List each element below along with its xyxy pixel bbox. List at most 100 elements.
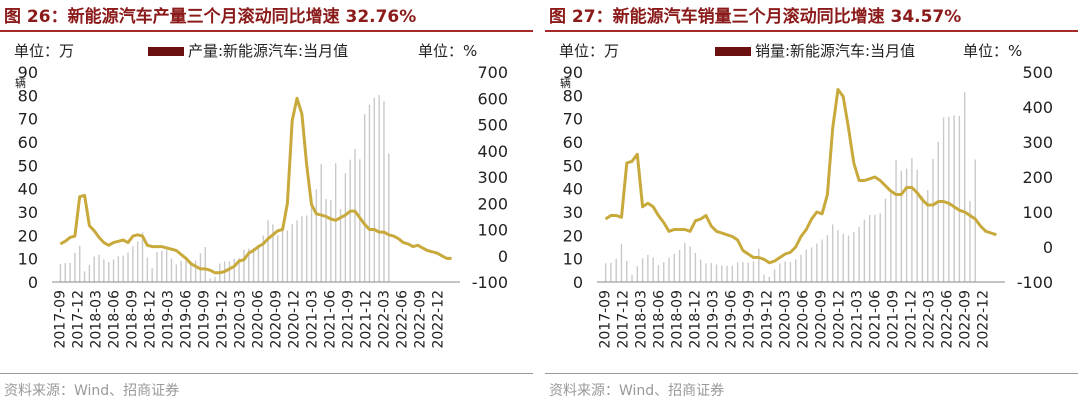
bar: [673, 253, 675, 282]
y-left-tick-label: 70: [563, 110, 583, 129]
bar: [194, 260, 197, 282]
bar: [228, 261, 231, 282]
y-left-tick-label: 80: [563, 86, 583, 105]
x-tick-label: 2019-09: [196, 290, 212, 349]
bar: [626, 261, 628, 282]
bar: [209, 278, 211, 282]
x-tick-label: 2018-12: [688, 290, 704, 349]
y-left-tick-label: 50: [563, 156, 583, 175]
x-tick-label: 2018-12: [142, 290, 158, 349]
x-tick-label: 2022-12: [430, 290, 446, 349]
title-rule: [0, 30, 533, 32]
bar: [262, 235, 264, 282]
chart-production: 0 10 20 30 40 50 60 70 80 90 -100 0 100 200 300 400 500 6…: [18, 63, 508, 349]
bar: [758, 248, 760, 282]
legend-swatch: [148, 47, 184, 56]
y-left-tick-label: 90: [563, 63, 583, 82]
bar: [363, 114, 366, 282]
bar: [768, 276, 771, 282]
bar: [742, 262, 744, 282]
y-left-tick-label: 0: [573, 273, 583, 292]
bar: [773, 269, 776, 282]
bar: [151, 268, 153, 282]
y-left-tick-label: 60: [18, 133, 38, 152]
y-left-tick-label: 50: [18, 156, 38, 175]
bar: [368, 104, 371, 283]
chart-sales: 0 10 20 30 40 50 60 70 80 90 -100 0 100 200 300 400 500 2…: [563, 63, 1053, 349]
bar: [190, 261, 192, 282]
bar: [156, 252, 158, 282]
bar: [763, 274, 765, 282]
bar: [248, 248, 250, 282]
bar: [214, 277, 216, 282]
bar: [752, 261, 755, 282]
bar: [694, 252, 697, 282]
bar: [953, 115, 955, 283]
legend-label: 产量:新能源汽车:当月值: [188, 42, 349, 60]
bar: [296, 220, 298, 282]
y-right-tick-label: 400: [477, 142, 508, 161]
bar: [117, 256, 120, 282]
y-left-tick-label: 40: [563, 180, 583, 199]
bar: [900, 170, 903, 282]
bar: [310, 196, 313, 282]
bar: [378, 95, 380, 282]
bar: [663, 262, 665, 282]
y-right-tick-label: 100: [477, 221, 508, 240]
bar: [315, 189, 318, 282]
bar: [853, 232, 855, 282]
bar: [631, 275, 633, 282]
x-tick-label: 2021-09: [340, 290, 356, 349]
bar: [610, 262, 612, 282]
y-left-tick-label: 10: [563, 250, 583, 269]
bar: [349, 159, 351, 282]
left-axis-unit-small: 辆: [560, 77, 571, 90]
bar: [320, 163, 322, 282]
bar: [132, 246, 134, 282]
y-right-tick-label: 700: [477, 63, 508, 82]
bar: [373, 97, 376, 283]
chart-panel-sales: 图 27：新能源汽车销量三个月滚动同比增速 34.57% 单位：万 销量:新能源…: [545, 0, 1080, 406]
legend: 产量:新能源汽车:当月值: [148, 40, 348, 61]
bar: [604, 263, 607, 282]
bar: [286, 230, 289, 282]
y-left-tick-label: 0: [28, 273, 38, 292]
bar: [805, 249, 807, 282]
x-tick-label: 2022-06: [394, 290, 410, 349]
bar: [74, 252, 76, 282]
bar: [83, 271, 86, 282]
y-left-tick-label: 90: [18, 63, 38, 82]
bar: [615, 258, 617, 282]
bar: [721, 265, 723, 282]
bar: [916, 169, 918, 282]
bar: [325, 199, 327, 282]
figure-title: 图 26：新能源汽车产量三个月滚动同比增速 32.76%: [4, 7, 417, 27]
legend-swatch: [715, 47, 751, 56]
bar: [79, 245, 81, 282]
y-right-tick-label: 0: [498, 247, 508, 266]
left-axis-unit: 单位：万: [14, 42, 75, 60]
bar: [88, 264, 91, 282]
left-axis-unit-small: 辆: [15, 77, 26, 90]
x-tick-label: 2022-03: [376, 290, 392, 349]
bar: [103, 259, 105, 282]
bar: [884, 198, 887, 282]
bar: [963, 92, 966, 282]
y-left-tick-label: 70: [18, 110, 38, 129]
x-tick-label: 2018-06: [106, 290, 122, 349]
bar: [927, 190, 929, 282]
y-right-tick-label: 300: [1022, 133, 1053, 152]
x-tick-label: 2021-06: [322, 290, 338, 349]
bar: [620, 243, 623, 282]
x-tick-label: 2020-09: [268, 290, 284, 349]
bar: [281, 229, 284, 282]
bar: [816, 243, 818, 282]
legend: 销量:新能源汽车:当月值: [715, 40, 915, 61]
bar: [958, 115, 961, 282]
bar: [330, 199, 332, 282]
bar: [267, 220, 269, 282]
x-tick-label: 2017-12: [70, 290, 86, 349]
source-rule: [0, 373, 533, 374]
bar: [272, 224, 274, 282]
bar: [170, 258, 173, 282]
